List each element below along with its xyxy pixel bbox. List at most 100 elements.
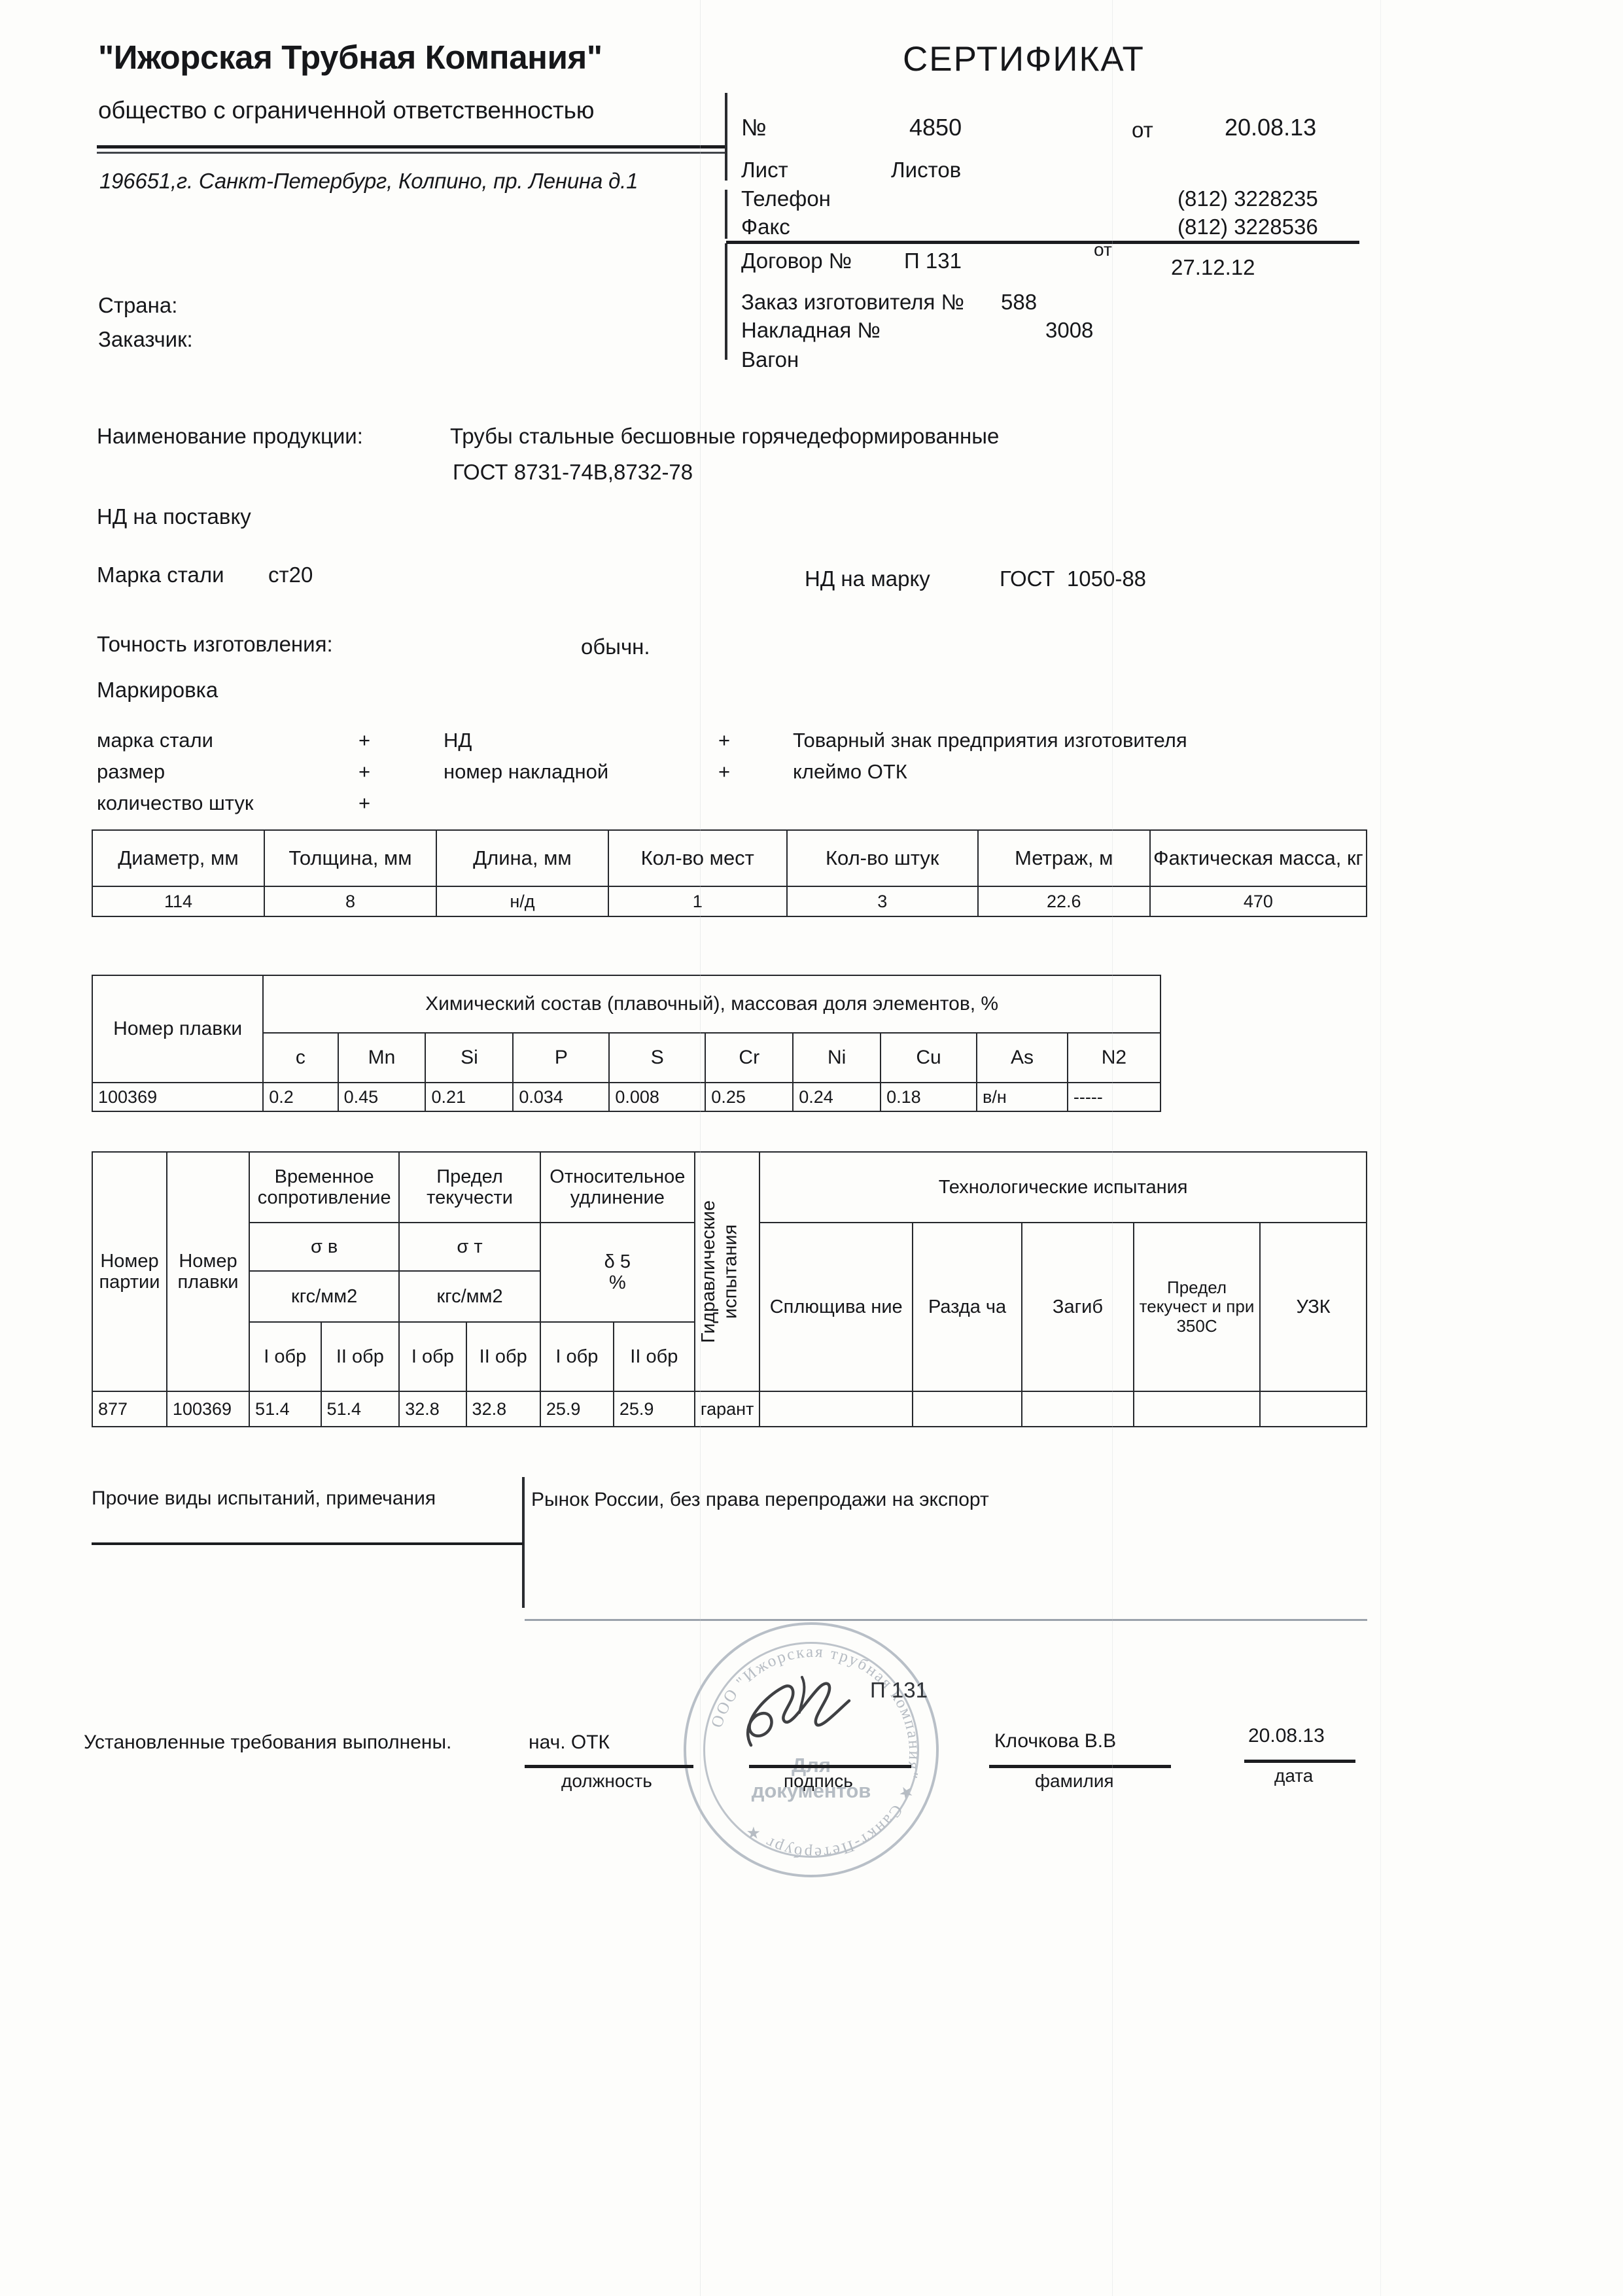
steel-grade-value: ст20 [268, 563, 313, 587]
chem-header-as: As [976, 1032, 1068, 1083]
chem-cell-as: в/н [976, 1082, 1068, 1112]
table-header-row-1: Номер партии Номер плавки Временное сопр… [92, 1151, 1367, 1392]
mech-header-elongation-title: Относительное удлинение [539, 1151, 695, 1223]
marking-row-1-left-label: размер [97, 760, 166, 783]
certificate-from-label: от [1132, 118, 1153, 142]
header-vertical-divider-bottom [725, 243, 727, 360]
chem-header-ni: Ni [792, 1032, 882, 1083]
mech-cell-yield-2: 32.8 [465, 1391, 541, 1427]
mech-cell-hydraulic: гарант [693, 1391, 761, 1427]
chem-cell-p: 0.034 [512, 1082, 610, 1112]
dim-cell-pieces: 3 [786, 886, 979, 917]
waybill-label: Накладная № [741, 318, 881, 342]
footer-surname-label: фамилия [1035, 1771, 1114, 1791]
dim-cell-thickness: 8 [263, 886, 437, 917]
mech-header-tensile-symbol: σ в [249, 1222, 400, 1272]
mechanical-properties-table: Номер партии Номер плавки Временное сопр… [92, 1151, 1367, 1427]
table-header-row-2: σ в σ т δ 5 % Сплющива ние Разда ча Заги… [92, 1222, 1367, 1392]
footer-date-line [1244, 1760, 1355, 1763]
notes-text: Рынок России, без права перепродажи на э… [531, 1489, 989, 1510]
mech-header-elongation-symbol-units: δ 5 % [539, 1222, 695, 1323]
mech-header-hydraulic-label: Гидравлические испытания [697, 1200, 741, 1344]
footer-position-line [525, 1765, 693, 1768]
table-header-row: Диаметр, мм Толщина, мм Длина, мм Кол-во… [92, 829, 1368, 887]
table-subheader-row: c Mn Si P S Cr Ni Cu As N2 [92, 1032, 1162, 1083]
footer-signature-label: подпись [784, 1771, 853, 1791]
product-name-value: Трубы стальные бесшовные горячедеформиро… [450, 424, 1000, 448]
company-address: 196651,г. Санкт-Петербург, Колпино, пр. … [99, 169, 638, 193]
mech-cell-elong-2: 25.9 [612, 1391, 695, 1427]
fax-value: (812) 3228536 [1178, 215, 1318, 239]
mech-header-heat-number: Номер плавки [166, 1151, 251, 1392]
mech-header-elongation-spec2: II обр [612, 1321, 695, 1392]
chem-cell-cr: 0.25 [705, 1082, 794, 1112]
contract-number-value: П 131 [904, 249, 962, 273]
footer-position-label: должность [561, 1771, 652, 1791]
chem-cell-si: 0.21 [425, 1082, 514, 1112]
marking-row-0-mid-mark: + [718, 729, 731, 752]
marking-row-0-left-label: марка стали [97, 729, 213, 752]
dim-cell-meterage: 22.6 [977, 886, 1151, 917]
dim-cell-actual-mass: 470 [1149, 886, 1368, 917]
product-name-label: Наименование продукции: [97, 424, 363, 448]
grade-doc-label: НД на марку [805, 566, 930, 591]
marking-row-1-right-label: клеймо ОТК [793, 760, 907, 783]
mech-header-lot-number: Номер партии [92, 1151, 167, 1392]
mech-cell-ultrasonic [1259, 1391, 1367, 1427]
table-header-row-4: I обр II обр I обр II обр I обр II обр [92, 1321, 1367, 1392]
mech-header-yield-symbol: σ т [398, 1222, 541, 1272]
contract-date-value: 27.12.12 [1171, 255, 1255, 279]
mech-cell-yield-1: 32.8 [398, 1391, 467, 1427]
chem-header-cr: Cr [705, 1032, 794, 1083]
header-vertical-divider-top [725, 93, 727, 181]
mech-header-yield-350: Предел текучест и при 350С [1132, 1222, 1261, 1392]
dimensions-table: Диаметр, мм Толщина, мм Длина, мм Кол-во… [92, 829, 1368, 917]
mech-cell-tensile-2: 51.4 [320, 1391, 400, 1427]
phone-label: Телефон [741, 186, 831, 211]
chem-cell-s: 0.008 [608, 1082, 707, 1112]
mech-cell-expansion [912, 1391, 1022, 1427]
chemical-composition-table: Номер плавки Химический состав (плавочны… [91, 975, 1162, 1112]
mech-header-yield-spec2: II обр [465, 1321, 541, 1392]
marking-row-1-mid-label: номер накладной [444, 760, 609, 783]
footer-surname-value: Клочкова В.В [994, 1730, 1117, 1752]
marking-row-0-right-label: Товарный знак предприятия изготовителя [793, 729, 1187, 752]
seal-inner-line2: документов [751, 1779, 871, 1802]
chem-header-mn: Mn [337, 1032, 427, 1083]
chem-cell-heat-number: 100369 [91, 1082, 264, 1112]
header-divider-contract [726, 241, 1359, 244]
sheets-label: Листов [891, 158, 962, 182]
dim-cell-length: н/д [435, 886, 609, 917]
table-row: 114 8 н/д 1 3 22.6 470 [92, 886, 1368, 917]
notes-vertical-divider [522, 1477, 525, 1608]
seal-inner-ring [703, 1642, 919, 1858]
footer-position-value: нач. ОТК [529, 1731, 610, 1753]
chem-cell-ni: 0.24 [792, 1082, 882, 1112]
mech-header-yield-title: Предел текучести [398, 1151, 541, 1223]
chem-cell-n2: ----- [1066, 1082, 1162, 1112]
notes-lower-rule [525, 1619, 1367, 1621]
chem-cell-mn: 0.45 [337, 1082, 427, 1112]
scan-artifact-line-1 [700, 0, 701, 2296]
table-row: 100369 0.2 0.45 0.21 0.034 0.008 0.25 0.… [91, 1082, 1162, 1112]
contract-label: Договор № [741, 249, 852, 273]
company-legal-form: общество с ограниченной ответственностью [98, 97, 595, 124]
notes-underline [92, 1542, 523, 1545]
mech-header-tensile-units: кгс/мм2 [249, 1270, 400, 1323]
header-vertical-divider-mid [725, 190, 727, 239]
fax-label: Факс [741, 215, 790, 239]
seal-inner-text: Для документов [686, 1753, 936, 1804]
mech-header-yield-units: кгс/мм2 [398, 1270, 541, 1323]
chem-header-group-title: Химический состав (плавочный), массовая … [262, 975, 1161, 1034]
mech-header-tensile-spec2: II обр [320, 1321, 400, 1392]
mech-cell-heat: 100369 [166, 1391, 251, 1427]
dim-header-length: Длина, мм [435, 829, 609, 887]
mech-header-hydraulic: Гидравлические испытания [693, 1151, 761, 1392]
table-header-row: Номер плавки Химический состав (плавочны… [91, 975, 1161, 1083]
dim-header-actual-mass: Фактическая масса, кг [1149, 829, 1368, 887]
mech-header-yield-spec1: I обр [398, 1321, 467, 1392]
certificate-number-label: № [741, 114, 767, 141]
chem-header-c: c [262, 1032, 339, 1083]
mech-cell-tensile-1: 51.4 [249, 1391, 322, 1427]
mech-cell-elong-1: 25.9 [539, 1391, 614, 1427]
